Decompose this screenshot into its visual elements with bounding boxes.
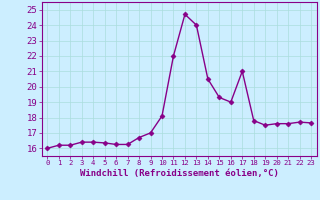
X-axis label: Windchill (Refroidissement éolien,°C): Windchill (Refroidissement éolien,°C) (80, 169, 279, 178)
